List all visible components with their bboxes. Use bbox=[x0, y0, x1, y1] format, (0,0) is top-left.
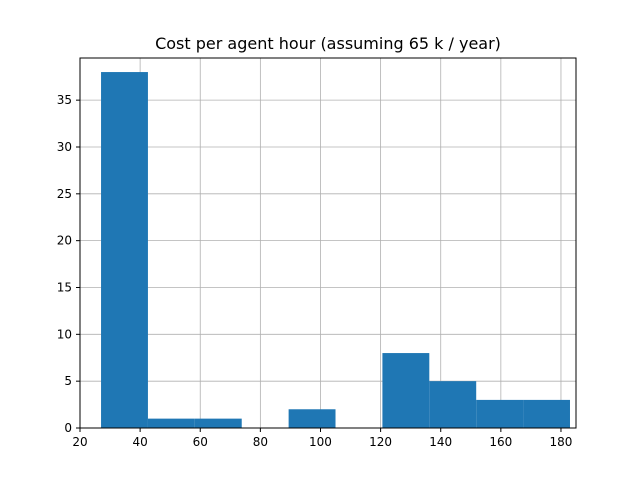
histogram-bars bbox=[101, 72, 570, 429]
x-tick-label: 100 bbox=[309, 435, 332, 449]
x-tick-label: 60 bbox=[193, 435, 208, 449]
histogram-bar-0 bbox=[101, 72, 148, 429]
x-tick-label: 180 bbox=[550, 435, 573, 449]
x-axis: 20 40 60 80 100 120 140 160 180 bbox=[72, 428, 572, 449]
chart-title: Cost per agent hour (assuming 65 k / yea… bbox=[155, 34, 501, 53]
histogram-bar-9 bbox=[523, 399, 570, 428]
plot-area-frame bbox=[79, 57, 577, 429]
y-tick-label: 5 bbox=[64, 374, 72, 388]
x-tick-label: 80 bbox=[253, 435, 268, 449]
histogram-bar-1 bbox=[147, 418, 195, 428]
y-tick-label: 35 bbox=[57, 93, 72, 107]
histogram-bar-2 bbox=[194, 418, 242, 428]
y-tick-label: 15 bbox=[57, 280, 72, 294]
y-tick-label: 10 bbox=[57, 327, 72, 341]
y-tick-label: 25 bbox=[57, 187, 72, 201]
y-tick-label: 20 bbox=[57, 234, 72, 248]
x-tick-label: 40 bbox=[132, 435, 147, 449]
histogram-bar-8 bbox=[476, 399, 524, 428]
histogram-bar-7 bbox=[429, 381, 477, 428]
histogram-bar-6 bbox=[382, 353, 430, 428]
x-tick-label: 20 bbox=[72, 435, 87, 449]
y-tick-label: 0 bbox=[64, 421, 72, 435]
y-tick-label: 30 bbox=[57, 140, 72, 154]
x-tick-label: 140 bbox=[429, 435, 452, 449]
histogram-bar-4 bbox=[288, 409, 336, 428]
y-axis: 0 5 10 15 20 25 30 35 bbox=[57, 93, 80, 435]
x-tick-label: 120 bbox=[369, 435, 392, 449]
x-tick-label: 160 bbox=[489, 435, 512, 449]
